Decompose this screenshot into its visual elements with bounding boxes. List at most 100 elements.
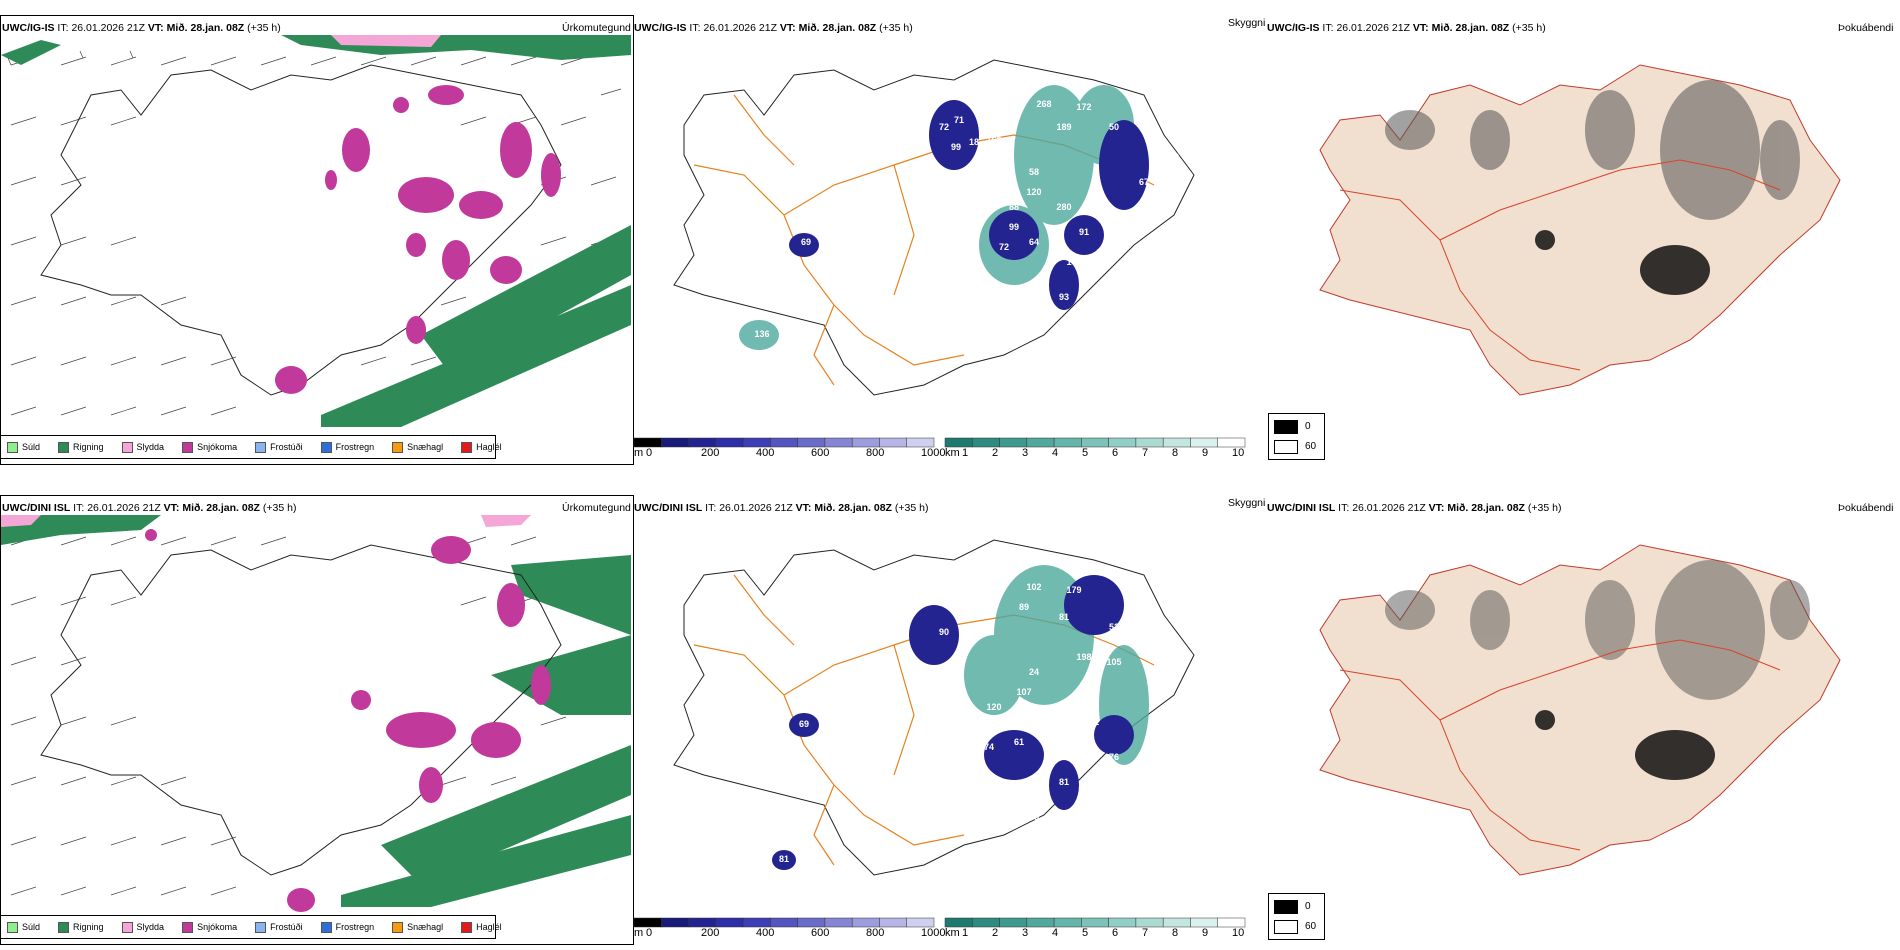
legend-swatch [255, 441, 267, 453]
fog-legend-1: 0 60 [1268, 413, 1325, 460]
colorbar-tick: 3 [1022, 927, 1029, 939]
colorbar-tick: 400 [756, 447, 775, 459]
colorbar-segment [999, 437, 1028, 448]
colorbar-segment [879, 437, 907, 448]
visibility-value-label: 97 [1129, 762, 1139, 772]
vis-title-1: UWC/IG-IS IT: 26.01.2026 21Z VT: Mið. 28… [634, 22, 913, 34]
legend-swatch [7, 921, 18, 933]
fog-title-1: UWC/IG-IS IT: 26.01.2026 21Z VT: Mið. 28… [1267, 22, 1546, 34]
precip-map-2 [1, 515, 631, 912]
visibility-value-label: 120 [986, 702, 1001, 712]
legend-swatch [58, 441, 70, 453]
fog-type-label-1: Þokuábendi [1838, 22, 1894, 34]
visibility-value-label: 88 [1009, 202, 1019, 212]
colorbar-tick: 4 [1052, 927, 1059, 939]
visibility-value-label: 50 [1109, 122, 1119, 132]
visibility-value-label: 32 [999, 112, 1009, 122]
visibility-labels: 72 71 99 18 162 153 32 268 172 189 50 94 93 58 120 88 28… [754, 99, 1179, 339]
fog-swatch-1 [1274, 440, 1298, 454]
colorbar-segment [715, 437, 744, 448]
rain-areas [1, 515, 631, 907]
ceiling-unit-1: m [634, 447, 644, 459]
legend-item: Frostúði [255, 921, 303, 933]
visibility-value-label: 45 [1029, 812, 1039, 822]
visibility-value-label: 110 [1027, 787, 1042, 797]
visibility-value-label: 69 [799, 719, 809, 729]
visibility-value-label: 280 [1056, 202, 1071, 212]
colorbar-segment [1053, 437, 1082, 448]
colorbar-segment [1053, 917, 1082, 928]
colorbar-tick: 800 [866, 927, 885, 939]
legend-swatch [320, 921, 332, 933]
colorbar-tick: 5 [1082, 447, 1089, 459]
colorbar-segment [797, 917, 826, 928]
legend-item: Snjókoma [182, 921, 237, 933]
colorbar-segment [944, 437, 973, 448]
legend-item: Rigning [58, 921, 104, 933]
visibility-value-label: 74 [1129, 257, 1139, 267]
fog-map-1 [1319, 64, 1841, 396]
fog-type-label-2: Þokuábendi [1838, 502, 1894, 514]
ceiling-unit-2: m [634, 927, 644, 939]
legend-swatch [58, 921, 70, 933]
colorbar-segment [906, 917, 935, 928]
fog-dark [1535, 710, 1715, 780]
colorbar-segment [633, 437, 662, 448]
fog-label-0: 0 [1305, 421, 1311, 432]
fog-label-1: 60 [1305, 441, 1317, 452]
colorbar-tick: 9 [1202, 927, 1209, 939]
colorbar-segment [1162, 917, 1191, 928]
colorbar-tick: 1000 [921, 927, 946, 939]
colorbar-tick: 2 [992, 927, 999, 939]
fog-shading [1385, 560, 1810, 700]
colorbar-tick: 1 [962, 447, 969, 459]
visibility-value-label: 81 [779, 854, 789, 864]
colorbar-tick: 9 [1202, 447, 1209, 459]
visibility-value-label: 153 [976, 155, 991, 165]
legend-item: Frostregn [320, 441, 374, 453]
colorbar-segment [824, 917, 853, 928]
colorbar-segment [1135, 917, 1164, 928]
colorbar-segment [688, 917, 717, 928]
visibility-value-label: 102 [1026, 582, 1041, 592]
ceiling-blue [789, 100, 1149, 310]
colorbar-segment [1135, 437, 1164, 448]
vis-title-2: UWC/DINI ISL IT: 26.01.2026 21Z VT: Mið.… [634, 502, 929, 514]
colorbar-segment [1217, 437, 1246, 448]
colorbar-segment [661, 437, 689, 448]
visibility-value-label: 126 [1096, 247, 1111, 257]
roads [693, 574, 1155, 866]
iceland-outline [40, 544, 562, 876]
visibility-value-label: 142 [1066, 257, 1081, 267]
legend-swatch [392, 921, 404, 933]
colorbar-tick: 8 [1172, 447, 1179, 459]
visibility-value-label: 74 [984, 742, 994, 752]
colorbar-segment [851, 437, 880, 448]
snow-areas [145, 529, 551, 912]
legend-item: Frostregn [320, 921, 374, 933]
colorbar-tick: 2 [992, 447, 999, 459]
colorbar-tick: 400 [756, 927, 775, 939]
visibility-value-label: 79 [1069, 739, 1079, 749]
legend-swatch [182, 441, 194, 453]
legend-item: Haglél [461, 441, 502, 453]
visibility-value-label: 189 [1056, 122, 1071, 132]
fog-swatch-0 [1274, 420, 1298, 434]
precip-panel-1 [0, 15, 634, 465]
ceiling-ticks-1: 0 200 400 600 800 1000 [646, 447, 945, 461]
legend-item: Slydda [121, 441, 164, 453]
visibility-value-label: 61 [1014, 737, 1024, 747]
colorbar-tick: 8 [1172, 927, 1179, 939]
legend-item: Súld [7, 921, 40, 933]
colorbar-tick: 600 [811, 927, 830, 939]
wind-barbs [7, 50, 622, 416]
colorbar-segment [972, 437, 1000, 448]
visibility-colorbar-1 [944, 437, 1246, 448]
colorbar-segment [715, 917, 744, 928]
colorbar-segment [770, 917, 798, 928]
fog-label-1: 60 [1305, 921, 1317, 932]
colorbar-segment [742, 917, 771, 928]
vis-type-label-1: Skyggni [1228, 17, 1266, 29]
colorbar-segment [972, 917, 1000, 928]
colorbar-segment [824, 437, 853, 448]
